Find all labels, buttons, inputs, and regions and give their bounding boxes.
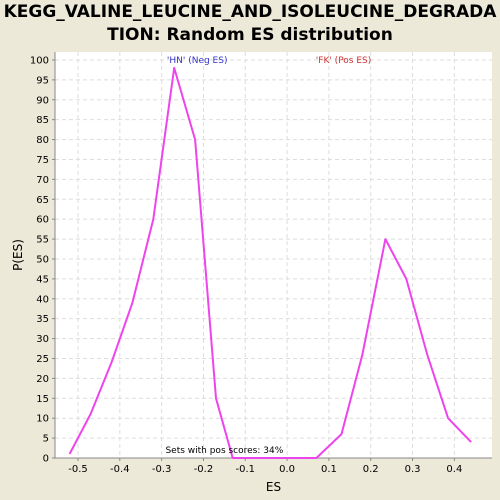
- x-axis-label: ES: [266, 480, 281, 494]
- y-tick-label: 85: [36, 115, 49, 126]
- chart-title-line2: TION: Random ES distribution: [107, 25, 393, 45]
- x-tick-label: -0.3: [152, 464, 172, 475]
- y-tick-label: 10: [36, 414, 49, 425]
- x-tick-label: -0.2: [194, 464, 214, 475]
- chart-annotation: 'HN' (Neg ES): [167, 56, 228, 66]
- y-tick-label: 40: [36, 294, 49, 305]
- x-tick-label: 0.0: [279, 464, 295, 475]
- y-tick-label: 95: [36, 75, 49, 86]
- chart-annotation: 'FK' (Pos ES): [316, 56, 371, 66]
- x-tick-label: -0.4: [110, 464, 130, 475]
- y-tick-label: 100: [30, 55, 49, 66]
- chart-annotation: Sets with pos scores: 34%: [165, 446, 283, 456]
- plot-area: [55, 52, 492, 458]
- y-tick-label: 55: [36, 235, 49, 246]
- x-tick-label: -0.1: [236, 464, 256, 475]
- y-tick-label: 45: [36, 274, 49, 285]
- y-tick-label: 35: [36, 314, 49, 325]
- x-tick-label: 0.4: [446, 464, 462, 475]
- y-tick-label: 0: [43, 454, 49, 465]
- y-tick-label: 65: [36, 195, 49, 206]
- x-tick-label: 0.1: [321, 464, 337, 475]
- x-tick-label: -0.5: [68, 464, 88, 475]
- series-line: [68, 66, 472, 459]
- y-tick-label: 20: [36, 374, 49, 385]
- y-tick-label: 15: [36, 394, 49, 405]
- y-tick-label: 80: [36, 135, 49, 146]
- chart-title-line1: KEGG_VALINE_LEUCINE_AND_ISOLEUCINE_DEGRA…: [3, 2, 497, 22]
- y-tick-label: 5: [43, 434, 49, 445]
- y-tick-label: 70: [36, 175, 49, 186]
- y-tick-label: 25: [36, 354, 49, 365]
- y-tick-label: 90: [36, 95, 49, 106]
- y-tick-label: 50: [36, 254, 49, 265]
- y-axis-label: P(ES): [11, 239, 25, 271]
- x-tick-label: 0.2: [363, 464, 379, 475]
- y-tick-label: 30: [36, 334, 49, 345]
- x-tick-label: 0.3: [405, 464, 421, 475]
- y-tick-label: 75: [36, 155, 49, 166]
- y-tick-label: 60: [36, 215, 49, 226]
